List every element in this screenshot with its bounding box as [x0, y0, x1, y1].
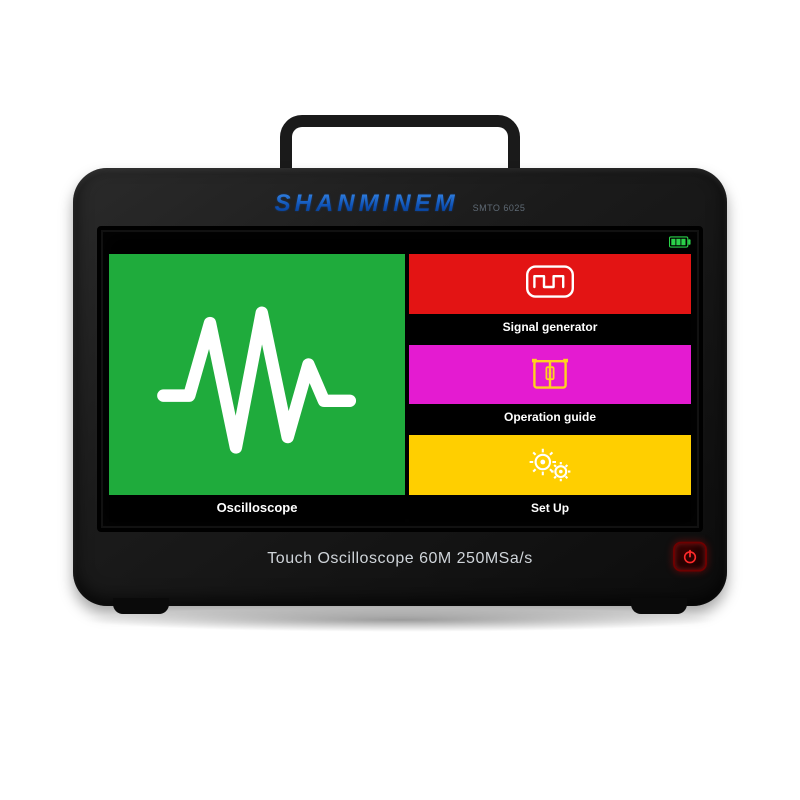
tile-label: Set Up [531, 501, 569, 515]
waveform-icon [109, 254, 405, 495]
gears-icon [409, 435, 691, 495]
brand-logo: SHANMINEM [275, 190, 459, 218]
power-button[interactable] [673, 542, 707, 572]
tile-label: Signal generator [503, 320, 598, 334]
device-handle [280, 115, 520, 175]
home-tiles: Oscilloscope Signal generator [101, 230, 699, 528]
square-wave-icon [409, 254, 691, 314]
product-label: Touch Oscilloscope 60M 250MSa/s [267, 550, 532, 568]
tile-label-bar: Operation guide [409, 404, 691, 431]
tile-set-up[interactable]: Set Up [409, 435, 691, 522]
battery-icon [669, 236, 691, 248]
power-icon [682, 549, 698, 565]
tile-operation-guide[interactable]: Operation guide [409, 345, 691, 432]
tile-label-bar: Oscilloscope [109, 495, 405, 522]
tile-label-bar: Set Up [409, 495, 691, 522]
tile-label-bar: Signal generator [409, 314, 691, 341]
tile-label: Oscilloscope [217, 500, 298, 515]
tile-label: Operation guide [504, 410, 596, 424]
manual-icon [409, 345, 691, 405]
ground-shadow [80, 608, 720, 632]
tile-oscilloscope[interactable]: Oscilloscope [109, 254, 405, 522]
model-number: SMTO 6025 [473, 203, 526, 213]
device-lower-bezel: Touch Oscilloscope 60M 250MSa/s [97, 532, 703, 586]
brand-row: SHANMINEM SMTO 6025 [97, 190, 703, 220]
device-body: SHANMINEM SMTO 6025 [73, 168, 727, 606]
touch-screen[interactable]: Oscilloscope Signal generator [97, 226, 703, 532]
tile-signal-generator[interactable]: Signal generator [409, 254, 691, 341]
